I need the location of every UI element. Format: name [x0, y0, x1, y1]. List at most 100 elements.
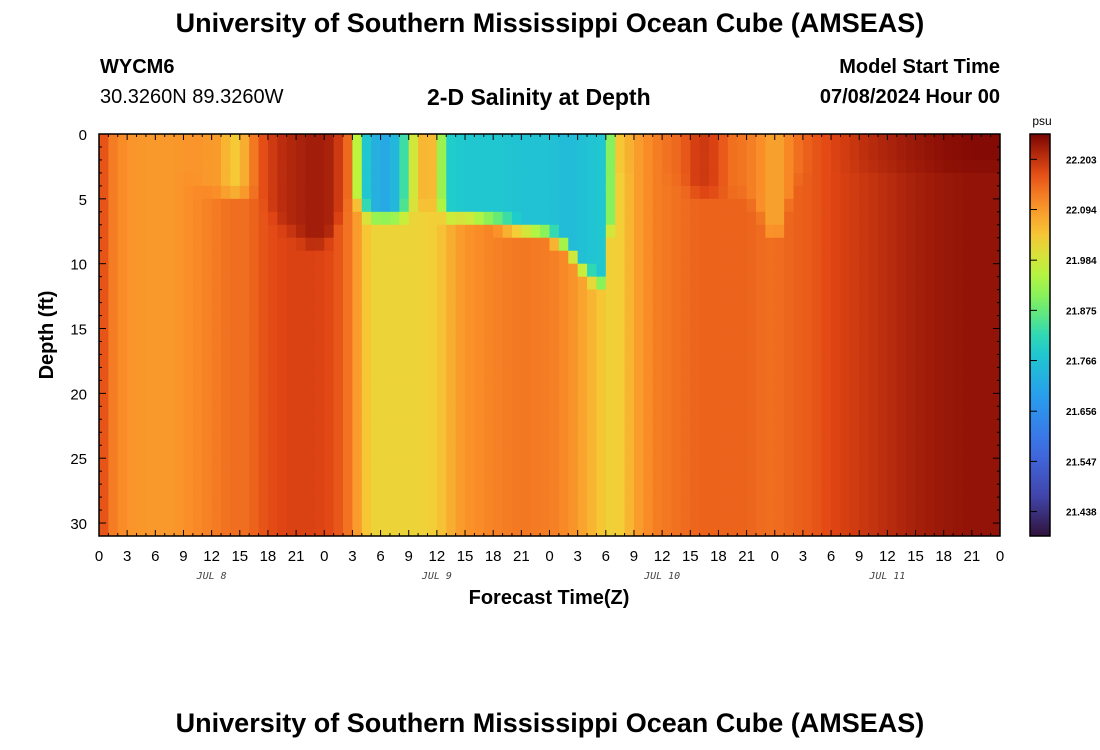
heatmap-cell: [192, 354, 203, 369]
heatmap-cell: [737, 510, 748, 524]
heatmap-cell: [286, 146, 297, 161]
heatmap-cell: [652, 237, 663, 252]
heatmap-cell: [596, 471, 607, 485]
heatmap-cell: [849, 146, 860, 161]
heatmap-cell: [211, 198, 222, 213]
heatmap-cell: [296, 393, 307, 407]
heatmap-cell: [877, 185, 888, 200]
heatmap-cell: [192, 484, 203, 498]
heatmap-cell: [906, 224, 917, 239]
heatmap-cell: [849, 302, 860, 317]
heatmap-cell: [239, 276, 250, 291]
heatmap-cell: [812, 250, 823, 265]
heatmap-cell: [587, 471, 598, 485]
heatmap-cell: [793, 146, 804, 161]
heatmap-cell: [821, 484, 832, 498]
heatmap-cell: [136, 432, 147, 446]
heatmap-cell: [446, 250, 457, 265]
heatmap-cell: [962, 211, 973, 226]
heatmap-cell: [615, 224, 626, 239]
heatmap-cell: [671, 393, 682, 407]
heatmap-cell: [577, 380, 588, 394]
heatmap-cell: [896, 146, 907, 161]
heatmap-cell: [343, 497, 354, 511]
heatmap-cell: [577, 315, 588, 330]
heatmap-cell: [343, 289, 354, 304]
heatmap-cell: [718, 484, 729, 498]
heatmap-cell: [314, 134, 325, 148]
heatmap-cell: [690, 458, 701, 472]
heatmap-cell: [267, 380, 278, 394]
heatmap-cell: [709, 458, 720, 472]
heatmap-cell: [821, 289, 832, 304]
heatmap-cell: [784, 484, 795, 498]
heatmap-cell: [690, 445, 701, 459]
heatmap-cell: [361, 354, 372, 369]
heatmap-cell: [699, 367, 710, 381]
heatmap-cell: [605, 276, 616, 291]
heatmap-cell: [605, 328, 616, 343]
heatmap-cell: [793, 432, 804, 446]
heatmap-cell: [136, 315, 147, 330]
heatmap-cell: [934, 224, 945, 239]
heatmap-cell: [174, 432, 185, 446]
heatmap-cell: [680, 315, 691, 330]
heatmap-cell: [474, 146, 485, 161]
heatmap-cell: [587, 510, 598, 524]
heatmap-cell: [633, 341, 644, 356]
heatmap-cell: [596, 250, 607, 265]
heatmap-cell: [887, 276, 898, 291]
x-tick-label: 15: [457, 548, 474, 565]
heatmap-cell: [221, 484, 231, 498]
x-tick-label: 9: [405, 548, 413, 565]
heatmap-cell: [558, 198, 569, 213]
heatmap-cell: [183, 523, 194, 536]
heatmap-cell: [465, 172, 476, 187]
heatmap-cell: [474, 328, 485, 343]
heatmap-cell: [455, 146, 466, 161]
heatmap-cell: [906, 354, 917, 369]
heatmap-cell: [183, 289, 194, 304]
heatmap-cell: [361, 250, 372, 265]
heatmap-cell: [408, 445, 419, 459]
heatmap-cell: [258, 523, 269, 536]
heatmap-cell: [877, 172, 888, 187]
heatmap-cell: [314, 406, 325, 420]
heatmap-cell: [680, 134, 691, 148]
heatmap-cell: [906, 276, 917, 291]
heatmap-cell: [521, 445, 532, 459]
heatmap-cell: [521, 484, 532, 498]
heatmap-cell: [108, 198, 119, 213]
heatmap-cell: [662, 172, 673, 187]
heatmap-cell: [934, 471, 945, 485]
heatmap-cell: [690, 198, 701, 213]
heatmap-cell: [230, 224, 241, 239]
heatmap-cell: [249, 315, 260, 330]
heatmap-cell: [117, 263, 128, 278]
heatmap-cell: [258, 367, 269, 381]
heatmap-cell: [202, 315, 213, 330]
heatmap-cell: [230, 250, 241, 265]
heatmap-cell: [812, 263, 823, 278]
heatmap-cell: [587, 263, 598, 278]
heatmap-cell: [474, 302, 485, 317]
heatmap-cell: [521, 211, 532, 226]
heatmap-cell: [343, 354, 354, 369]
heatmap-cell: [915, 224, 926, 239]
heatmap-cell: [380, 159, 391, 174]
heatmap-cell: [577, 458, 588, 472]
heatmap-cell: [849, 471, 860, 485]
heatmap-cell: [746, 328, 757, 343]
heatmap-cell: [953, 523, 964, 536]
heatmap-cell: [887, 484, 898, 498]
heatmap-cell: [511, 367, 522, 381]
heatmap-cell: [568, 367, 579, 381]
heatmap-cell: [483, 367, 494, 381]
heatmap-cell: [333, 510, 344, 524]
heatmap-cell: [680, 367, 691, 381]
heatmap-cell: [324, 367, 335, 381]
heatmap-cell: [699, 354, 710, 369]
heatmap-cell: [615, 146, 626, 161]
heatmap-cell: [192, 211, 203, 226]
heatmap-cell: [784, 263, 795, 278]
